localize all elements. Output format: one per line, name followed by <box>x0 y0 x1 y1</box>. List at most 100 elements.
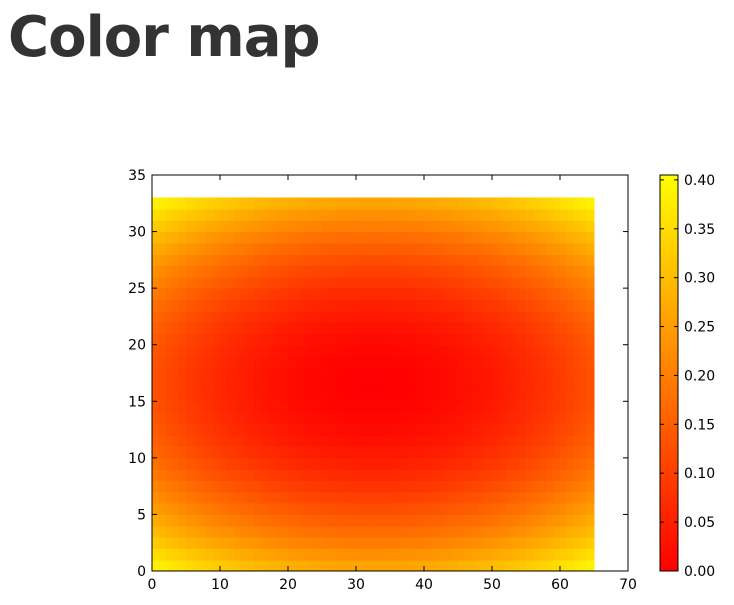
heatmap-cell <box>301 254 309 267</box>
heatmap-cell <box>512 559 520 572</box>
heatmap-cell <box>376 322 384 334</box>
heatmap-cell <box>301 491 309 504</box>
heatmap-cell <box>444 423 452 436</box>
heatmap-cell <box>566 310 575 323</box>
heatmap-cell <box>498 435 507 448</box>
heatmap-cell <box>546 435 554 448</box>
heatmap-cell <box>315 412 323 425</box>
heatmap-cell <box>288 276 296 289</box>
heatmap-cell <box>199 242 207 255</box>
heatmap-cell <box>464 242 473 255</box>
heatmap-cell <box>281 457 289 470</box>
heatmap-cell <box>410 491 418 504</box>
heatmap-cell <box>566 559 575 572</box>
heatmap-cell <box>165 288 173 301</box>
heatmap-cell <box>403 299 411 312</box>
heatmap-cell <box>247 401 255 414</box>
heatmap-cell <box>403 503 411 516</box>
heatmap-cell <box>342 401 350 414</box>
heatmap-cell <box>349 288 357 301</box>
heatmap-cell <box>308 208 316 221</box>
heatmap-cell <box>560 367 568 380</box>
heatmap-cell <box>328 514 337 527</box>
heatmap-cell <box>179 401 187 414</box>
heatmap-cell <box>553 457 561 470</box>
heatmap-cell <box>437 389 445 402</box>
heatmap-cell <box>349 242 357 255</box>
colorbar-tick-label: 0.35 <box>684 222 715 238</box>
heatmap-cell <box>226 197 235 210</box>
heatmap-cell <box>424 469 432 482</box>
heatmap-cell <box>369 469 377 482</box>
heatmap-cell <box>267 299 275 312</box>
heatmap-cell <box>294 276 303 289</box>
heatmap-cell <box>186 197 194 210</box>
heatmap-cell <box>580 197 588 210</box>
heatmap-cell <box>492 469 500 482</box>
heatmap-cell <box>587 231 595 244</box>
heatmap-cell <box>560 254 568 267</box>
heatmap-cell <box>199 389 207 402</box>
heatmap-cell <box>179 514 187 527</box>
heatmap-cell <box>349 310 357 323</box>
heatmap-cell <box>566 446 575 459</box>
heatmap-cell <box>396 457 405 470</box>
heatmap-cell <box>437 231 445 244</box>
heatmap-cell <box>220 299 228 312</box>
heatmap-cell <box>356 276 364 289</box>
heatmap-cell <box>539 265 547 278</box>
heatmap-cell <box>519 378 527 391</box>
heatmap-cell <box>587 333 595 346</box>
heatmap-cell <box>199 412 207 425</box>
heatmap-cell <box>430 480 439 493</box>
heatmap-cell <box>532 333 541 346</box>
heatmap-cell <box>492 423 500 436</box>
heatmap-cell <box>288 503 296 516</box>
heatmap-cell <box>424 220 432 233</box>
heatmap-cell <box>335 333 343 346</box>
heatmap-cell <box>342 310 350 323</box>
heatmap-cell <box>301 389 309 402</box>
heatmap-cell <box>294 344 303 357</box>
heatmap-cell <box>458 548 466 561</box>
heatmap-cell <box>437 288 445 301</box>
y-tick-label: 10 <box>128 451 146 467</box>
heatmap-cell <box>301 469 309 482</box>
heatmap-cell <box>566 423 575 436</box>
heatmap-cell <box>376 310 384 323</box>
heatmap-cell <box>546 469 554 482</box>
heatmap-cell <box>206 469 214 482</box>
heatmap-cell <box>254 503 262 516</box>
heatmap-cell <box>444 299 452 312</box>
heatmap-cell <box>369 378 377 391</box>
heatmap-cell <box>342 276 350 289</box>
x-tick-label: 50 <box>483 577 501 593</box>
heatmap-cell <box>362 423 371 436</box>
heatmap-cell <box>526 503 534 516</box>
y-tick-label: 0 <box>137 564 146 580</box>
heatmap-cell <box>587 469 595 482</box>
heatmap-cell <box>322 401 330 414</box>
heatmap-cell <box>437 299 445 312</box>
heatmap-cell <box>539 559 547 572</box>
heatmap-cell <box>172 265 180 278</box>
heatmap-cell <box>233 265 241 278</box>
heatmap-cell <box>172 299 180 312</box>
heatmap-cell <box>580 322 588 334</box>
heatmap-cell <box>458 322 466 334</box>
heatmap-cell <box>186 242 194 255</box>
heatmap-cell <box>362 480 371 493</box>
heatmap-cell <box>526 356 534 368</box>
heatmap-cell <box>417 457 425 470</box>
heatmap-cell <box>526 401 534 414</box>
heatmap-cell <box>274 559 282 572</box>
heatmap-cell <box>451 299 459 312</box>
heatmap-cell <box>471 537 479 549</box>
heatmap-cell <box>362 344 371 357</box>
heatmap-cell <box>396 378 405 391</box>
heatmap-cell <box>566 333 575 346</box>
heatmap-cell <box>566 242 575 255</box>
heatmap-cell <box>546 333 554 346</box>
heatmap-cell <box>186 356 194 368</box>
heatmap-cell <box>566 548 575 561</box>
